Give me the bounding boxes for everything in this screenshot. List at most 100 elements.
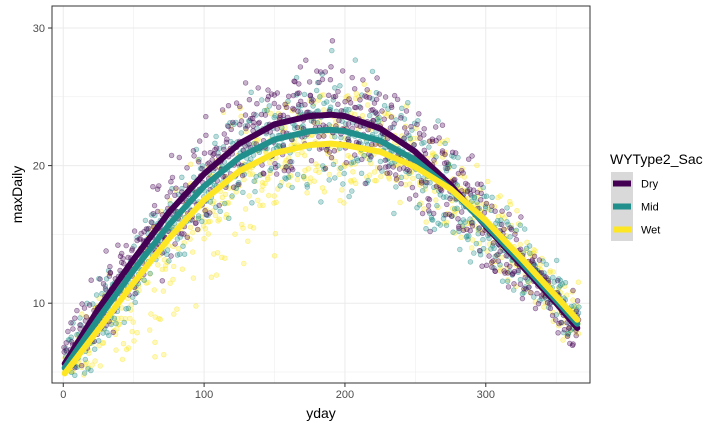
point-mid xyxy=(434,202,440,209)
point-dry xyxy=(554,277,561,284)
point-mid xyxy=(433,154,439,160)
point-mid xyxy=(300,174,307,180)
point-mid xyxy=(355,158,361,164)
point-mid xyxy=(440,194,447,200)
point-wet xyxy=(170,276,176,283)
point-dry xyxy=(413,192,419,198)
point-wet xyxy=(345,93,351,99)
point-mid xyxy=(499,278,506,284)
point-dry xyxy=(388,114,395,120)
point-mid xyxy=(525,278,531,284)
point-dry xyxy=(70,326,76,332)
point-mid xyxy=(81,370,88,376)
point-mid xyxy=(268,165,275,172)
point-wet xyxy=(190,229,196,236)
point-mid xyxy=(93,292,100,298)
point-wet xyxy=(114,326,120,332)
point-mid xyxy=(373,89,380,96)
point-mid xyxy=(217,208,223,215)
point-mid xyxy=(483,193,490,199)
point-mid xyxy=(222,200,228,207)
point-mid xyxy=(338,134,344,141)
point-wet xyxy=(273,199,279,206)
point-wet xyxy=(208,274,215,280)
point-dry xyxy=(276,104,282,110)
point-dry xyxy=(286,93,292,100)
point-dry xyxy=(518,214,524,220)
point-dry xyxy=(262,112,269,118)
point-mid xyxy=(474,199,480,205)
point-mid xyxy=(166,258,172,264)
point-wet xyxy=(547,268,553,274)
point-dry xyxy=(308,158,315,164)
point-dry xyxy=(242,112,249,118)
point-mid xyxy=(95,338,102,344)
point-dry xyxy=(83,314,90,320)
point-wet xyxy=(171,263,177,270)
point-dry xyxy=(437,186,444,193)
point-dry xyxy=(555,330,561,336)
point-dry xyxy=(242,80,249,86)
point-dry xyxy=(379,108,385,114)
point-dry xyxy=(425,202,432,209)
point-mid xyxy=(193,146,200,153)
point-mid xyxy=(369,96,375,102)
y-axis-title: maxDaily xyxy=(9,166,25,224)
point-mid xyxy=(106,332,112,339)
x-tick-label: 200 xyxy=(336,389,354,401)
point-dry xyxy=(239,172,246,179)
point-wet xyxy=(148,311,154,317)
point-dry xyxy=(316,134,322,140)
point-mid xyxy=(398,174,405,181)
point-dry xyxy=(574,298,581,304)
point-dry xyxy=(246,96,253,103)
x-tick-label: 0 xyxy=(60,389,66,401)
x-axis-ticks: 0 100 200 300 xyxy=(60,383,495,401)
point-dry xyxy=(499,208,505,214)
point-dry xyxy=(238,118,245,124)
point-dry xyxy=(340,68,346,74)
point-dry xyxy=(271,100,277,107)
point-dry xyxy=(492,268,498,274)
point-wet xyxy=(155,262,161,268)
point-dry xyxy=(523,286,529,292)
point-dry xyxy=(123,242,129,249)
point-mid xyxy=(454,205,460,212)
point-mid xyxy=(358,170,365,177)
point-dry xyxy=(478,190,484,197)
point-dry xyxy=(489,264,495,270)
point-dry xyxy=(228,126,234,133)
point-mid xyxy=(457,246,463,253)
point-mid xyxy=(199,218,205,225)
point-dry xyxy=(528,290,534,296)
point-dry xyxy=(444,159,450,166)
point-mid xyxy=(266,103,272,109)
point-wet xyxy=(267,170,273,177)
point-mid xyxy=(249,200,255,206)
point-mid xyxy=(326,177,332,183)
point-dry xyxy=(137,236,144,242)
point-mid xyxy=(467,259,474,265)
point-dry xyxy=(230,119,236,126)
point-dry xyxy=(156,183,162,189)
point-dry xyxy=(402,125,408,131)
point-dry xyxy=(526,284,532,290)
point-mid xyxy=(103,276,110,282)
point-dry xyxy=(167,189,174,195)
point-dry xyxy=(328,154,335,161)
point-dry xyxy=(444,165,450,172)
point-mid xyxy=(423,226,429,232)
point-wet xyxy=(365,102,371,108)
point-dry xyxy=(195,226,201,233)
point-mid xyxy=(252,188,258,195)
point-dry xyxy=(150,211,156,217)
point-dry xyxy=(382,94,389,100)
point-mid xyxy=(72,372,78,378)
point-mid xyxy=(550,274,556,281)
point-dry xyxy=(422,151,429,157)
point-mid xyxy=(82,356,89,363)
point-dry xyxy=(366,94,373,101)
point-wet xyxy=(222,255,228,261)
point-dry xyxy=(388,102,395,108)
point-dry xyxy=(566,325,572,331)
